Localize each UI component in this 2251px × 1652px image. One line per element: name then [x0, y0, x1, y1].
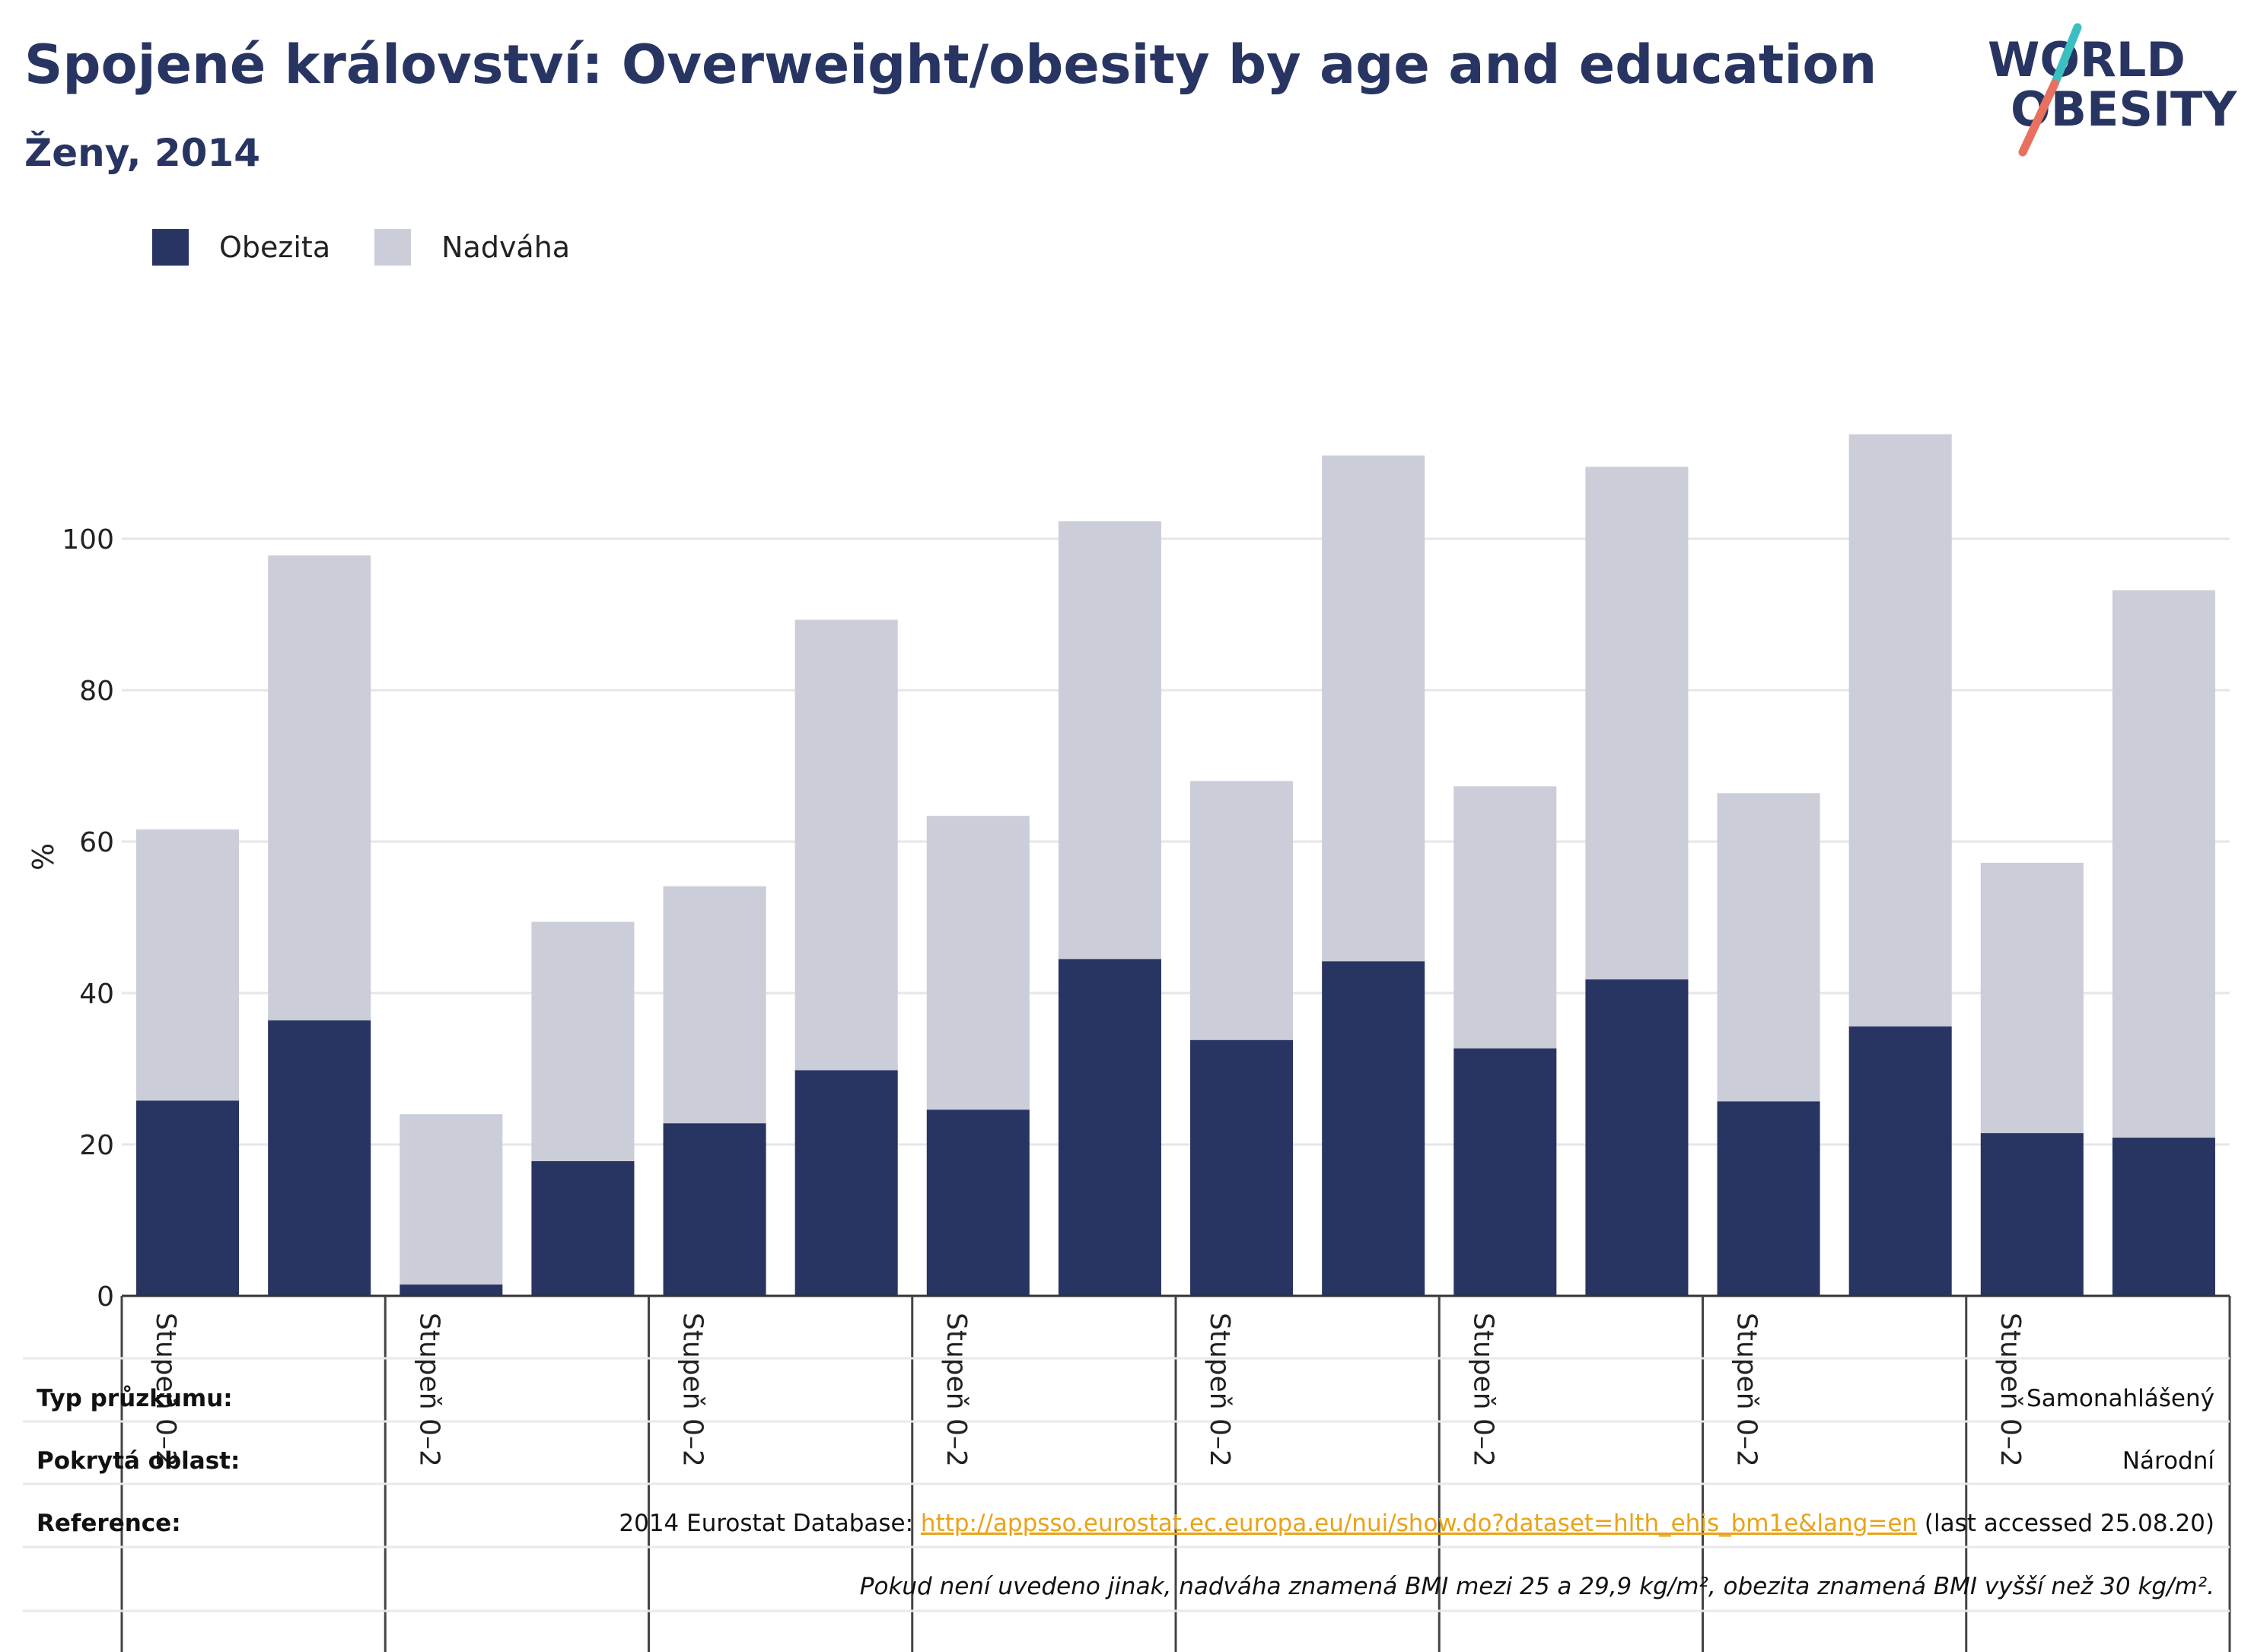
bar-overweight [268, 555, 371, 1020]
survey-type-label: Typ průzkumu: [37, 1385, 233, 1412]
definition-note: Pokud není uvedeno jinak, nadváha znamen… [860, 1573, 2214, 1600]
bar-overweight [794, 619, 898, 1071]
legend-item-overweight[interactable]: Nadváha [374, 229, 570, 266]
bar-overweight [1848, 434, 1952, 1027]
bar-overweight [1322, 455, 1425, 962]
y-tick-label: 80 [79, 676, 114, 707]
legend-label-obesity: Obezita [219, 231, 331, 264]
bar-obesity [531, 1160, 635, 1296]
bar-overweight [136, 829, 240, 1101]
y-axis-label: % [27, 843, 60, 871]
chart-subtitle: Ženy, 2014 [24, 131, 261, 175]
x-group-label: Stupeň 0–2 [1731, 1313, 1762, 1467]
bar-obesity [400, 1284, 503, 1296]
reference-text: 2014 Eurostat Database: http://appsso.eu… [619, 1510, 2214, 1537]
logo-slash-coral [2018, 79, 2059, 157]
y-tick-label: 40 [79, 979, 114, 1010]
legend-item-obesity[interactable]: Obezita [152, 229, 330, 266]
x-group-label: Stupeň 0–2 [413, 1313, 444, 1467]
bar-overweight [1717, 793, 1820, 1102]
bar-obesity [1848, 1026, 1952, 1296]
area-covered-label: Pokrytá oblast: [37, 1447, 240, 1475]
x-group-label: Stupeň 0–2 [150, 1313, 181, 1467]
legend-swatch-overweight [374, 229, 412, 266]
x-group-label: Stupeň 0–2 [1204, 1313, 1235, 1467]
legend-label-overweight: Nadváha [441, 231, 571, 264]
bar-obesity [136, 1100, 240, 1296]
bar-obesity [1453, 1048, 1557, 1296]
bar-obesity [1322, 961, 1425, 1296]
bar-obesity [2112, 1138, 2215, 1296]
logo-slash-teal [2050, 23, 2082, 88]
bar-obesity [268, 1020, 371, 1296]
y-tick-label: 60 [79, 827, 114, 858]
x-group-label: Stupeň 0–2 [677, 1313, 708, 1467]
reference-link[interactable]: http://appsso.eurostat.ec.europa.eu/nui/… [921, 1510, 1917, 1537]
bar-obesity [1058, 959, 1161, 1296]
x-group-label: Stupeň 0–2 [941, 1313, 972, 1467]
bar-overweight [531, 921, 635, 1161]
bar-obesity [926, 1109, 1030, 1296]
bar-overweight [1980, 862, 2084, 1134]
chart-title: Spojené království: Overweight/obesity b… [24, 33, 1877, 96]
x-group-label: Stupeň 0–2 [1995, 1313, 2026, 1467]
bar-obesity [1717, 1101, 1820, 1296]
bar-obesity [794, 1070, 898, 1296]
bar-overweight [663, 886, 766, 1124]
y-tick-label: 0 [97, 1281, 114, 1313]
bar-obesity [663, 1123, 766, 1296]
world-obesity-logo: WORLD OBESITY [1988, 23, 2237, 157]
x-group-label: Stupeň 0–2 [1467, 1313, 1498, 1467]
bar-overweight [1190, 781, 1294, 1040]
chart-legend: Obezita Nadváha [152, 227, 614, 268]
survey-type-value: Samonahlášený [2027, 1385, 2214, 1412]
bar-overweight [2112, 590, 2215, 1138]
reference-label: Reference: [37, 1510, 181, 1537]
legend-swatch-obesity [152, 229, 189, 266]
bar-overweight [926, 816, 1030, 1110]
bar-overweight [1058, 521, 1161, 960]
logo-line-1: WORLD [1988, 32, 2186, 88]
axes: 0 20 40 60 80 100% Stupeň 0–2 Stupeň 0–2 Stupeň … [23, 524, 2231, 1652]
bar-overweight [400, 1114, 503, 1285]
bar-overweight [1453, 786, 1557, 1049]
y-tick-label: 100 [62, 524, 114, 555]
reference-prefix: 2014 Eurostat Database: [619, 1510, 921, 1537]
bar-obesity [1190, 1039, 1294, 1296]
y-tick-label: 20 [79, 1130, 114, 1161]
bar-obesity [1585, 979, 1689, 1296]
bar-overweight [1585, 466, 1689, 980]
area-covered-value: Národní [2122, 1447, 2216, 1475]
info-table: Typ průzkumu: Samonahlášený Pokrytá obla… [37, 1385, 2215, 1600]
reference-suffix: (last accessed 25.08.20) [1917, 1510, 2214, 1537]
bars [136, 434, 2215, 1296]
bar-obesity [1980, 1133, 2084, 1296]
